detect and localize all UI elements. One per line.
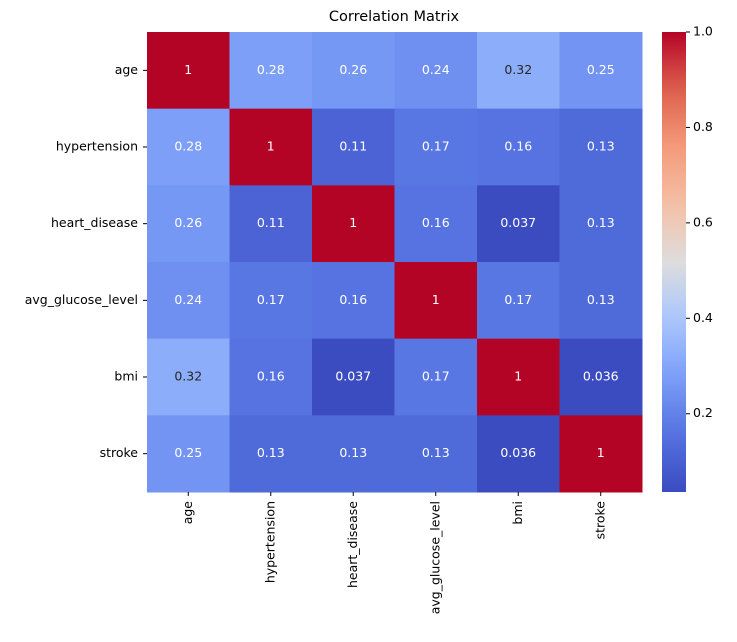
y-tick-label: age — [115, 62, 139, 77]
x-tick-label: heart_disease — [345, 501, 360, 588]
y-tick-label: bmi — [114, 369, 138, 384]
heatmap-cell — [312, 108, 395, 186]
heatmap-cell — [559, 108, 643, 186]
heatmap-cell — [147, 338, 230, 416]
heatmap-cell — [477, 262, 560, 340]
cell-label: 1 — [514, 369, 522, 384]
cell-label: 0.16 — [504, 139, 532, 154]
x-tick-label: stroke — [592, 501, 607, 540]
heatmap-cell — [394, 262, 478, 340]
cell-label: 0.24 — [174, 292, 202, 307]
heatmap-cell — [229, 32, 313, 110]
heatmap-cell — [312, 32, 395, 110]
cell-label: 0.24 — [422, 62, 450, 77]
chart-title: Correlation Matrix — [329, 9, 460, 25]
heatmap-cell — [312, 185, 395, 263]
cell-label: 0.26 — [339, 62, 367, 77]
heatmap-cell — [147, 185, 230, 263]
cell-label: 1 — [432, 292, 440, 307]
cell-label: 0.17 — [257, 292, 285, 307]
heatmap-cell — [147, 415, 230, 493]
cell-label: 0.17 — [422, 139, 450, 154]
heatmap-cell — [394, 185, 478, 263]
cell-label: 0.16 — [339, 292, 367, 307]
colorbar-tick-label: 0.4 — [693, 310, 713, 325]
cell-label: 1 — [184, 62, 192, 77]
heatmap-cell — [394, 415, 478, 493]
x-tick-label: age — [180, 501, 195, 525]
y-tick-label: avg_glucose_level — [25, 292, 138, 307]
cell-label: 0.32 — [174, 369, 202, 384]
heatmap-cell — [394, 32, 478, 110]
heatmap-cell — [229, 262, 313, 340]
heatmap-cell — [229, 185, 313, 263]
cell-label: 0.036 — [583, 369, 619, 384]
heatmap-cell — [477, 32, 560, 110]
heatmap-cell — [229, 415, 313, 493]
heatmap-cell — [559, 32, 643, 110]
heatmap-cell — [312, 415, 395, 493]
heatmap-cell — [229, 338, 313, 416]
heatmap-cell — [229, 108, 313, 186]
colorbar-tick-label: 0.2 — [693, 405, 713, 420]
cell-label: 0.11 — [339, 139, 367, 154]
heatmap-cell — [477, 415, 560, 493]
heatmap-cell — [147, 32, 230, 110]
cell-label: 0.17 — [422, 369, 450, 384]
cell-label: 0.16 — [422, 215, 450, 230]
cell-label: 0.13 — [587, 139, 615, 154]
x-tick-label: avg_glucose_level — [427, 501, 442, 614]
colorbar — [662, 32, 686, 492]
cell-label: 0.13 — [422, 445, 450, 460]
cell-label: 0.11 — [257, 215, 285, 230]
heatmap-cell — [147, 108, 230, 186]
heatmap-cell — [394, 338, 478, 416]
cell-label: 1 — [597, 445, 605, 460]
cell-label: 0.037 — [335, 369, 371, 384]
cell-label: 0.037 — [500, 215, 536, 230]
colorbar-tick-label: 0.6 — [693, 214, 713, 229]
colorbar-tick-label: 1.0 — [693, 24, 713, 39]
y-tick-label: hypertension — [56, 139, 138, 154]
heatmap-cell — [147, 262, 230, 340]
x-tick-label: hypertension — [262, 501, 277, 583]
heatmap-cell — [312, 262, 395, 340]
heatmap-cell — [312, 338, 395, 416]
cell-label: 0.13 — [587, 215, 615, 230]
heatmap-cell — [559, 415, 643, 493]
cell-label: 0.13 — [339, 445, 367, 460]
heatmap-cell — [559, 262, 643, 340]
heatmap-cell — [559, 338, 643, 416]
cell-label: 0.25 — [587, 62, 615, 77]
x-tick-label: bmi — [510, 501, 525, 525]
heatmap-cell — [477, 108, 560, 186]
cell-label: 0.26 — [174, 215, 202, 230]
cell-label: 0.28 — [174, 139, 202, 154]
cell-label: 0.17 — [504, 292, 532, 307]
y-tick-label: heart_disease — [51, 215, 138, 230]
cell-label: 0.32 — [504, 62, 532, 77]
heatmap-cell — [559, 185, 643, 263]
cell-label: 0.13 — [587, 292, 615, 307]
heatmap-cell — [477, 338, 560, 416]
cell-label: 1 — [267, 139, 275, 154]
cell-label: 0.25 — [174, 445, 202, 460]
cell-label: 1 — [349, 215, 357, 230]
cell-label: 0.13 — [257, 445, 285, 460]
colorbar-tick-label: 0.8 — [693, 119, 713, 134]
heatmap-cell — [394, 108, 478, 186]
cell-label: 0.036 — [500, 445, 536, 460]
cell-label: 0.28 — [257, 62, 285, 77]
cell-label: 0.16 — [257, 369, 285, 384]
heatmap-cell — [477, 185, 560, 263]
y-tick-label: stroke — [100, 445, 139, 460]
